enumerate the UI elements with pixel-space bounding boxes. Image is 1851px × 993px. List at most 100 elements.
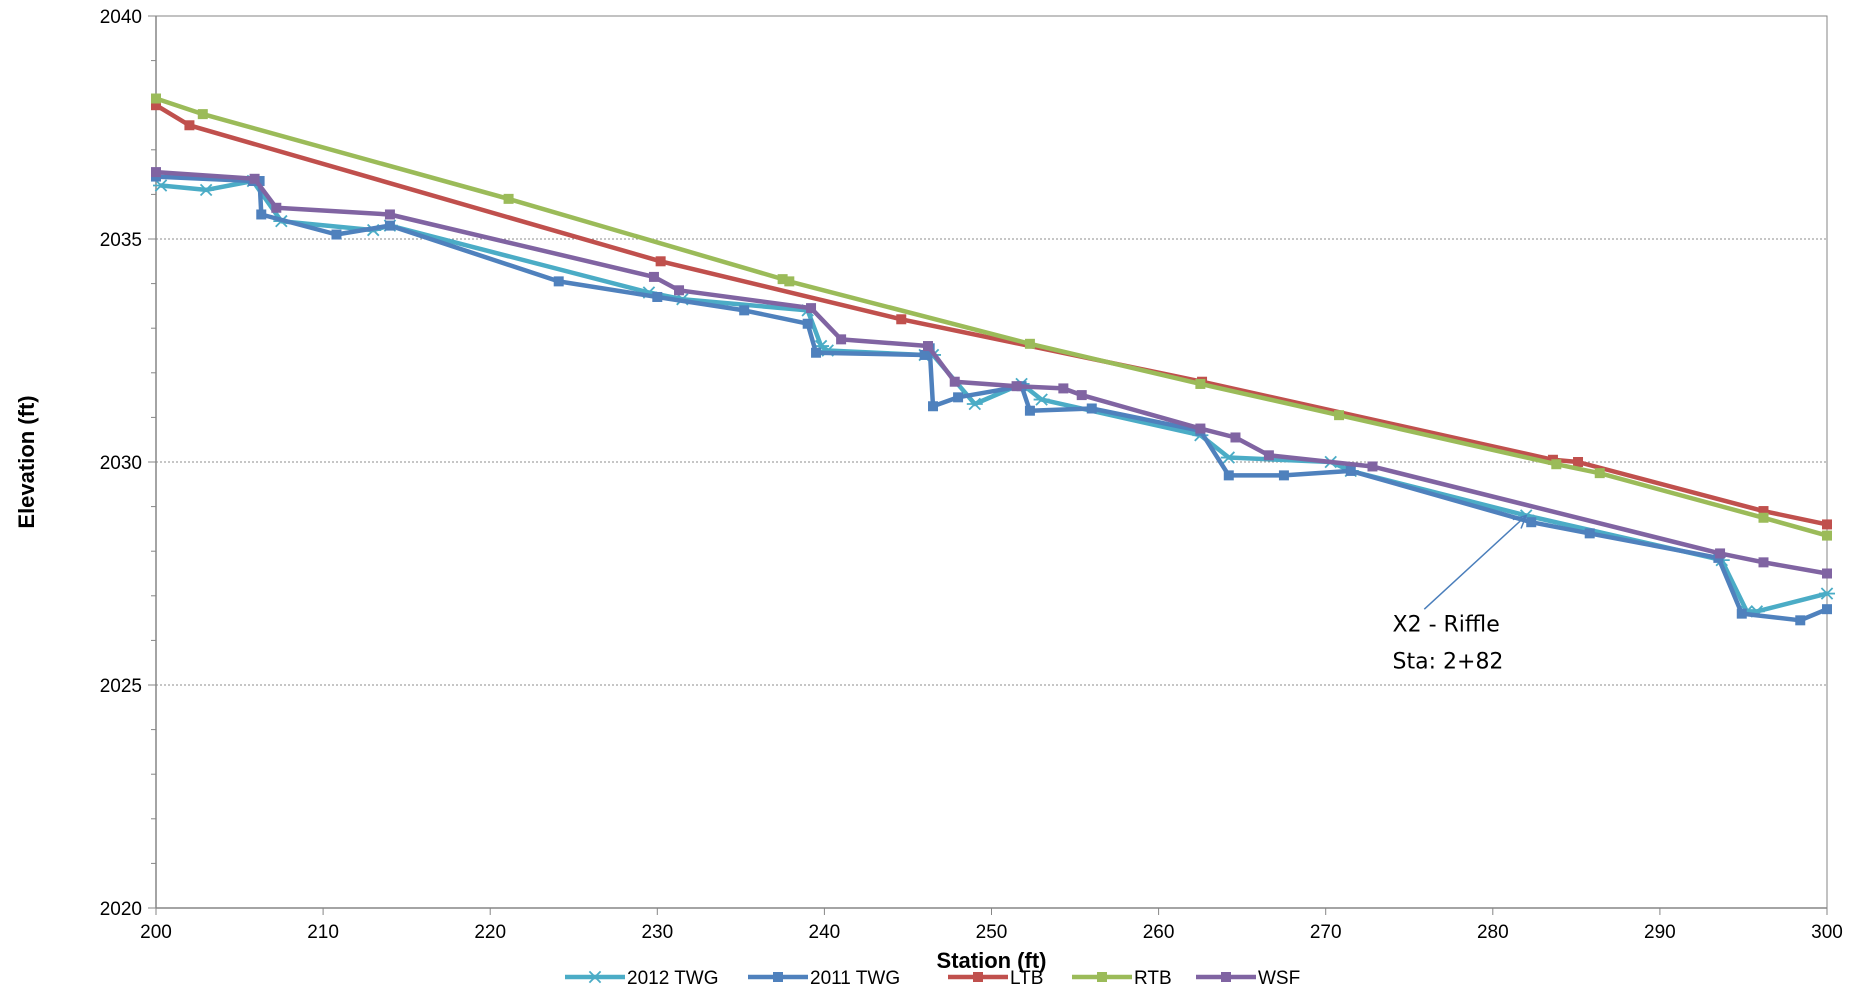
data-point — [896, 314, 907, 325]
x-tick-label: 230 — [641, 922, 673, 943]
x-tick-label: 210 — [307, 922, 339, 943]
data-point — [1278, 470, 1289, 481]
y-tick-label: 2020 — [100, 899, 142, 920]
data-point — [1058, 383, 1069, 394]
data-point — [1573, 457, 1584, 467]
data-point — [1367, 461, 1378, 472]
data-point — [648, 271, 659, 282]
data-point — [151, 93, 161, 104]
legend-label: LTB — [1010, 968, 1043, 989]
legend-item-2011-twg: 2011 TWG — [748, 968, 900, 989]
data-point — [1263, 450, 1274, 461]
legend-label: RTB — [1134, 968, 1172, 989]
legend-marker — [587, 970, 603, 984]
data-point — [384, 220, 395, 231]
legend-marker — [773, 972, 783, 982]
legend-label: 2011 TWG — [810, 968, 900, 989]
data-point — [271, 202, 282, 213]
data-point — [1758, 512, 1769, 523]
data-point — [655, 256, 666, 267]
data-point — [553, 276, 564, 287]
y-tick-label: 2025 — [100, 676, 142, 697]
annotation-arrowhead — [1512, 514, 1528, 529]
data-point — [806, 303, 817, 314]
x-tick-label: 220 — [474, 922, 506, 943]
data-point — [674, 285, 685, 296]
x-tick-label: 250 — [976, 922, 1008, 943]
x-tick-label: 270 — [1310, 922, 1342, 943]
x-tick-label: 290 — [1644, 922, 1676, 943]
data-point — [1195, 423, 1206, 434]
data-point — [1024, 405, 1035, 416]
y-tick-label: 2035 — [100, 230, 142, 251]
data-point — [652, 291, 663, 302]
data-point — [739, 305, 750, 316]
legend-item-wsf: WSF — [1196, 968, 1300, 989]
y-tick-label: 2030 — [100, 453, 142, 474]
series-rtb — [151, 93, 1832, 541]
data-point — [384, 209, 395, 220]
data-point — [1584, 528, 1595, 539]
data-point — [811, 347, 822, 358]
data-point — [966, 397, 983, 411]
data-point — [1220, 451, 1237, 464]
data-point — [923, 341, 934, 352]
data-point — [1819, 587, 1835, 600]
data-point — [949, 376, 960, 387]
data-point — [197, 109, 208, 120]
data-point — [928, 401, 939, 412]
axes: 2020 2025 2030 2035 2040 200 210 220 230 240 250 26… — [100, 7, 1843, 943]
legend-item-2012-twg: 2012 TWG — [565, 968, 719, 989]
data-point — [953, 392, 964, 403]
data-point — [1822, 519, 1832, 530]
series-line-2011-twg — [153, 174, 1830, 623]
series-layer — [151, 93, 1835, 626]
data-point — [1822, 530, 1832, 541]
x-tick-label: 240 — [809, 922, 841, 943]
legend-item-ltb: LTB — [948, 968, 1043, 989]
y-tick-label: 2040 — [100, 7, 142, 28]
data-point — [1223, 470, 1234, 481]
annotation-text: X2 - Riffle — [1393, 612, 1500, 637]
data-point — [1076, 390, 1087, 401]
annotation-arrow — [1423, 514, 1527, 610]
data-point — [1594, 468, 1605, 479]
data-point — [1345, 465, 1356, 476]
data-point — [1195, 378, 1206, 389]
data-point — [503, 193, 514, 204]
data-point — [1736, 608, 1747, 619]
data-point — [184, 120, 195, 131]
series-line-rtb — [153, 96, 1830, 538]
data-point — [1011, 381, 1022, 392]
data-point — [1822, 568, 1832, 579]
data-point — [151, 167, 161, 178]
data-point — [198, 183, 215, 197]
data-point — [256, 209, 267, 220]
data-point — [1230, 432, 1241, 443]
data-point — [1334, 410, 1345, 421]
legend-label: 2012 TWG — [627, 968, 719, 989]
data-point — [1795, 615, 1806, 626]
data-point — [784, 276, 795, 287]
series-wsf — [151, 167, 1832, 579]
legend-item-rtb: RTB — [1072, 968, 1172, 989]
annotation: X2 - Riffle Sta: 2+82 — [1393, 514, 1528, 674]
series-line-wsf — [153, 169, 1830, 576]
data-point — [1715, 548, 1726, 559]
data-point — [1086, 403, 1097, 414]
x-axis-title: Station (ft) — [937, 948, 1047, 973]
data-point — [802, 318, 813, 329]
legend-marker — [1221, 972, 1231, 982]
data-point — [1822, 604, 1832, 615]
annotation-text: Sta: 2+82 — [1393, 649, 1504, 674]
legend-marker — [1097, 972, 1107, 982]
data-point — [836, 334, 847, 345]
data-point — [153, 179, 170, 192]
data-point — [1551, 459, 1562, 470]
data-point — [331, 229, 342, 240]
data-point — [1033, 393, 1050, 406]
x-tick-label: 300 — [1811, 922, 1843, 943]
x-tick-label: 200 — [140, 922, 172, 943]
